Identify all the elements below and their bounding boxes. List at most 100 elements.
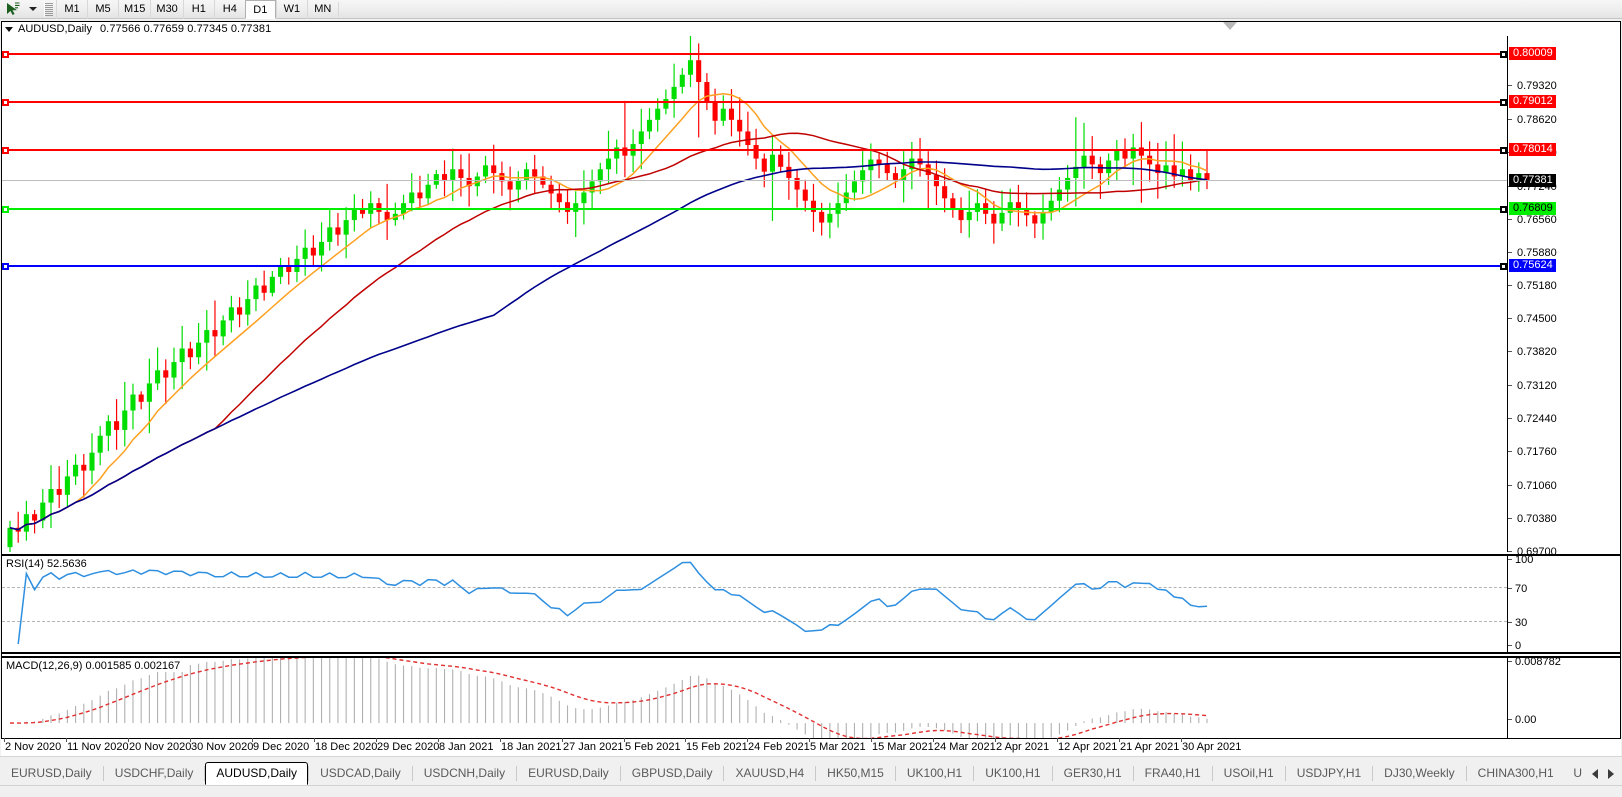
arrow-right-icon[interactable] [1608,768,1614,779]
line-anchor-handle[interactable] [2,147,9,155]
price-tick-label: 0.78620 [1508,114,1620,126]
date-tick-label: 30 Apr 2021 [1180,738,1242,753]
price-tick-label: 0.71060 [1508,480,1620,492]
date-tick-label: 5 Mar 2021 [809,738,866,753]
arrow-left-icon[interactable] [1592,768,1598,779]
timeframe-button-h1[interactable]: H1 [182,0,214,19]
timeframe-button-m30[interactable]: M30 [150,0,182,19]
candlestick-chart [7,36,1210,552]
tab-underline [0,785,1622,786]
line-anchor-handle[interactable] [2,262,9,270]
chart-ohlc-values: 0.77566 0.77659 0.77345 0.77381 [99,23,272,35]
chart-tab-usdchf-daily[interactable]: USDCHF,Daily [114,766,194,780]
chart-tab-usoil-h1[interactable]: USOil,H1 [1223,766,1274,780]
line-anchor-handle[interactable] [2,205,9,213]
chart-tab-strip: EURUSD,Daily USDCHF,Daily AUDUSD,Daily USDC… [0,762,1565,785]
timeframe-button-group: M1 M5 M15 M30 H1 H4 D1 W1 MN [56,0,338,19]
price-tick-label: 0.73120 [1508,380,1620,392]
macd-tick-label: 0.00 [1508,714,1620,726]
tab-separator [1465,766,1467,781]
chart-tab-ger30-h1[interactable]: GER30,H1 [1063,766,1122,780]
macd-plot-area[interactable] [2,658,1507,738]
date-tick-label: 21 Apr 2021 [1118,738,1180,753]
timeframe-button-d1[interactable]: D1 [244,0,276,19]
tab-truncated-label[interactable]: U [1573,766,1582,780]
date-tick-label: 5 Feb 2021 [624,738,681,753]
tab-separator [1211,766,1213,781]
horizontal-line-green[interactable] [2,205,1507,213]
rsi-plot-area[interactable] [2,556,1507,652]
chart-tab-eurusd-daily[interactable]: EURUSD,Daily [528,766,609,780]
chart-tab-usdcad-daily[interactable]: USDCAD,Daily [320,766,401,780]
chart-tab-fra40-h1[interactable]: FRA40,H1 [1144,766,1201,780]
tab-separator [815,766,817,781]
price-axis[interactable]: 0.793200.786200.779400.772400.765600.758… [1507,36,1620,558]
chart-tab-hk50-m15[interactable]: HK50,M15 [827,766,884,780]
timeframe-button-m5[interactable]: M5 [87,0,118,19]
line-anchor-handle[interactable] [1500,147,1507,155]
chevron-down-icon[interactable] [5,26,13,32]
horizontal-line-gray[interactable] [2,179,1507,181]
rsi-pane[interactable]: RSI(14) 52.5636 100 70 30 0 [2,554,1620,654]
tab-separator [411,766,413,781]
line-anchor-handle[interactable] [2,98,9,106]
tab-separator [1284,766,1286,781]
line-anchor-handle[interactable] [1500,98,1507,106]
chart-tab-uk100-h1[interactable]: UK100,H1 [906,766,963,780]
chart-tab-china300-h1[interactable]: CHINA300,H1 [1477,766,1554,780]
drag-grip-icon[interactable] [44,1,53,17]
price-level-label-red[interactable]: 0.79012 [1509,94,1556,108]
macd-tick-label: 0.008782 [1508,656,1620,668]
tab-separator [1132,766,1134,781]
price-level-label-cur[interactable]: 0.77381 [1509,173,1556,187]
horizontal-line-red[interactable] [2,98,1507,106]
timeframe-button-m15[interactable]: M15 [118,0,150,19]
price-pane[interactable]: 0.793200.786200.779400.772400.765600.758… [2,36,1620,558]
date-tick-label: 15 Mar 2021 [871,738,934,753]
rsi-axis: 100 70 30 0 [1507,554,1620,652]
price-tick-label: 0.76560 [1508,214,1620,226]
chart-tab-xauusd-h4[interactable]: XAUUSD,H4 [735,766,805,780]
timeframe-button-w1[interactable]: W1 [275,0,307,19]
crosshair-cursor-icon[interactable] [0,0,26,18]
horizontal-line-red[interactable] [2,147,1507,155]
tab-scroll-controls[interactable]: U [1567,762,1620,785]
price-level-label-red[interactable]: 0.80009 [1509,46,1556,60]
date-tick-label: 30 Nov 2020 [189,738,254,753]
chart-tab-gbpusd-daily[interactable]: GBPUSD,Daily [631,766,713,780]
rsi-tick-label: 70 [1508,583,1620,595]
horizontal-line-blue[interactable] [2,262,1507,270]
tab-separator [308,766,310,781]
timeframe-button-m1[interactable]: M1 [56,0,87,19]
tab-separator [204,766,206,781]
chevron-down-icon[interactable] [26,0,40,18]
price-level-label-red[interactable]: 0.78014 [1509,143,1556,157]
macd-pane[interactable]: MACD(12,26,9) 0.001585 0.002167 0.008782… [2,656,1620,738]
date-tick-label: 20 Nov 2020 [127,738,192,753]
price-level-label-blue[interactable]: 0.75624 [1509,258,1556,272]
line-anchor-handle[interactable] [1500,262,1507,270]
chart-tab-usdcnh-daily[interactable]: USDCNH,Daily [423,766,506,780]
price-plot-area[interactable] [2,36,1507,552]
date-tick-label: 12 Apr 2021 [1056,738,1118,753]
horizontal-line-red[interactable] [2,50,1507,58]
chart-tab-audusd-daily[interactable]: AUDUSD,Daily [205,762,309,785]
line-anchor-handle[interactable] [1500,50,1507,58]
timeframe-button-h4[interactable]: H4 [213,0,245,19]
chart-window[interactable]: AUDUSD,Daily 0.77566 0.77659 0.77345 0.7… [1,21,1621,739]
price-tick-label: 0.71760 [1508,446,1620,458]
chart-tab-usdjpy-h1[interactable]: USDJPY,H1 [1296,766,1362,780]
tab-separator [1372,766,1374,781]
chart-tab-eurusd-daily[interactable]: EURUSD,Daily [11,766,92,780]
chart-tab-dj30-weekly[interactable]: DJ30,Weekly [1384,766,1455,780]
chart-symbol-label: AUDUSD,Daily [18,23,92,35]
chart-tab-uk100-h1[interactable]: UK100,H1 [985,766,1041,780]
tab-separator [1051,766,1053,781]
price-level-label-green[interactable]: 0.76809 [1509,201,1556,215]
line-anchor-handle[interactable] [2,50,9,58]
timeframe-button-mn[interactable]: MN [306,0,338,19]
toolbar-divider [337,1,339,17]
rsi-tick-label: 30 [1508,617,1620,629]
line-anchor-handle[interactable] [1500,205,1507,213]
